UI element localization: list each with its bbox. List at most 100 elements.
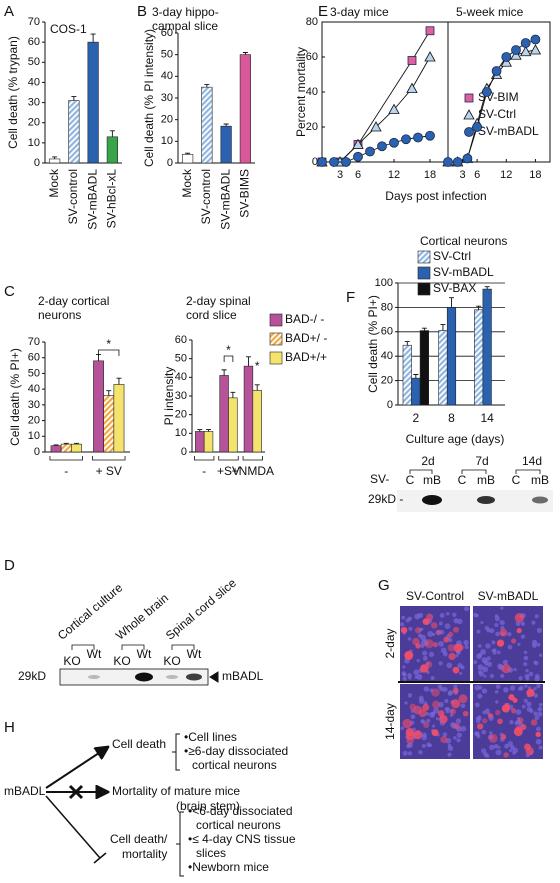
bracket [172,733,180,771]
cell-dot [462,710,469,717]
x-tick-label: 18 [529,169,541,181]
error-bar [223,123,229,127]
cell-dot [455,654,459,658]
cell-dot [474,702,480,708]
cell-dot [507,644,513,650]
panel-title: 2-day spinal [186,294,251,308]
y-tick-label: 60 [175,334,187,346]
cell-dot [407,616,413,621]
x-tick-label: 12 [500,169,512,181]
y-tick-label: 80 [306,16,318,28]
lane-prefix: SV- [370,472,389,486]
cell-dot [486,661,493,667]
y-tick-label: 50 [161,49,173,61]
cell-dot [528,671,534,677]
cell-dot [447,745,454,752]
cell-dot [431,700,440,709]
cell-dot [430,675,435,680]
lane-label: Wt [87,647,102,661]
lane-group-header: 7d [475,454,488,468]
cell-dot [483,674,487,678]
cell-dot [482,666,489,673]
cell-dot [446,662,453,669]
cell-dot [422,655,428,661]
branch-item: cortical neurons [196,818,281,832]
lane-bracket [121,644,145,650]
row-header: 14-day [383,703,397,740]
error-bar [421,327,427,331]
cell-dot [435,717,439,721]
marker [353,151,363,162]
branch-item: slices [196,846,226,860]
error-bar [484,286,490,290]
cell-dot [431,729,439,737]
lane-label: mB [477,473,495,487]
branch-label: Cell death/ [110,832,168,846]
error-bar [185,152,191,155]
cell-dot [477,693,483,699]
cell-dot [436,629,442,635]
error-bar [197,429,203,432]
cell-dot [521,704,526,709]
legend-swatch [417,282,431,296]
marker [481,87,492,97]
lane-bracket [515,469,541,474]
marker [520,38,531,48]
cell-dot [402,750,408,756]
cell-dot [424,639,434,649]
y-tick-label: 10 [175,427,187,439]
cell-dot [437,710,445,717]
cell-dot [535,738,542,745]
cell-dot [407,751,413,756]
legend-swatch [417,266,431,280]
significance-bracket [223,355,234,362]
lane-bracket [409,469,433,474]
y-tick-label: 0 [34,157,40,169]
cell-dot [432,641,439,648]
cell-dot [442,732,448,737]
y-tick-label: 20 [28,414,40,426]
cell-dot [531,639,538,646]
lane-label: C [512,473,521,487]
cell-dot [426,718,431,723]
panel-title: campal slice [152,19,218,33]
cell-dot [536,642,541,647]
cell-dot [518,676,523,681]
bar [474,309,484,406]
marker [377,141,387,152]
cell-dot [520,621,525,626]
branch-item: •<6-day dissociated [188,804,293,818]
cell-dot [517,642,521,646]
marker [530,34,541,45]
cell-dot [439,612,445,618]
cell-dot [425,712,430,716]
bar [49,158,61,164]
cell-dot [442,686,448,693]
cell-dot [407,693,413,698]
cell-dot [448,638,453,643]
legend-label: SV-mBADL [478,124,539,138]
cell-dot [489,628,495,634]
cell-dot [508,694,515,701]
branch-item: •Cell lines [184,730,237,744]
series-line [322,30,431,163]
cell-dot [534,676,540,682]
y-tick-label: 20 [28,117,40,129]
marker [501,52,512,62]
cell-dot [452,612,457,617]
cell-dot [494,690,499,694]
bar [446,307,457,406]
lane-label: C [406,473,415,487]
cell-dot [494,622,499,627]
cell-dot [492,650,497,655]
cell-dot [478,653,483,657]
bar [243,365,254,453]
branch-label: Mortality of mature mice [112,784,240,798]
lane-group-header: 14d [522,454,542,468]
cell-dot [499,620,505,626]
x-tick-label: 14 [480,411,494,425]
panel-title: 3-day mice [330,5,389,19]
blot-band [186,673,202,681]
cell-dot [523,662,528,667]
x-tick-label: 6 [474,169,480,181]
